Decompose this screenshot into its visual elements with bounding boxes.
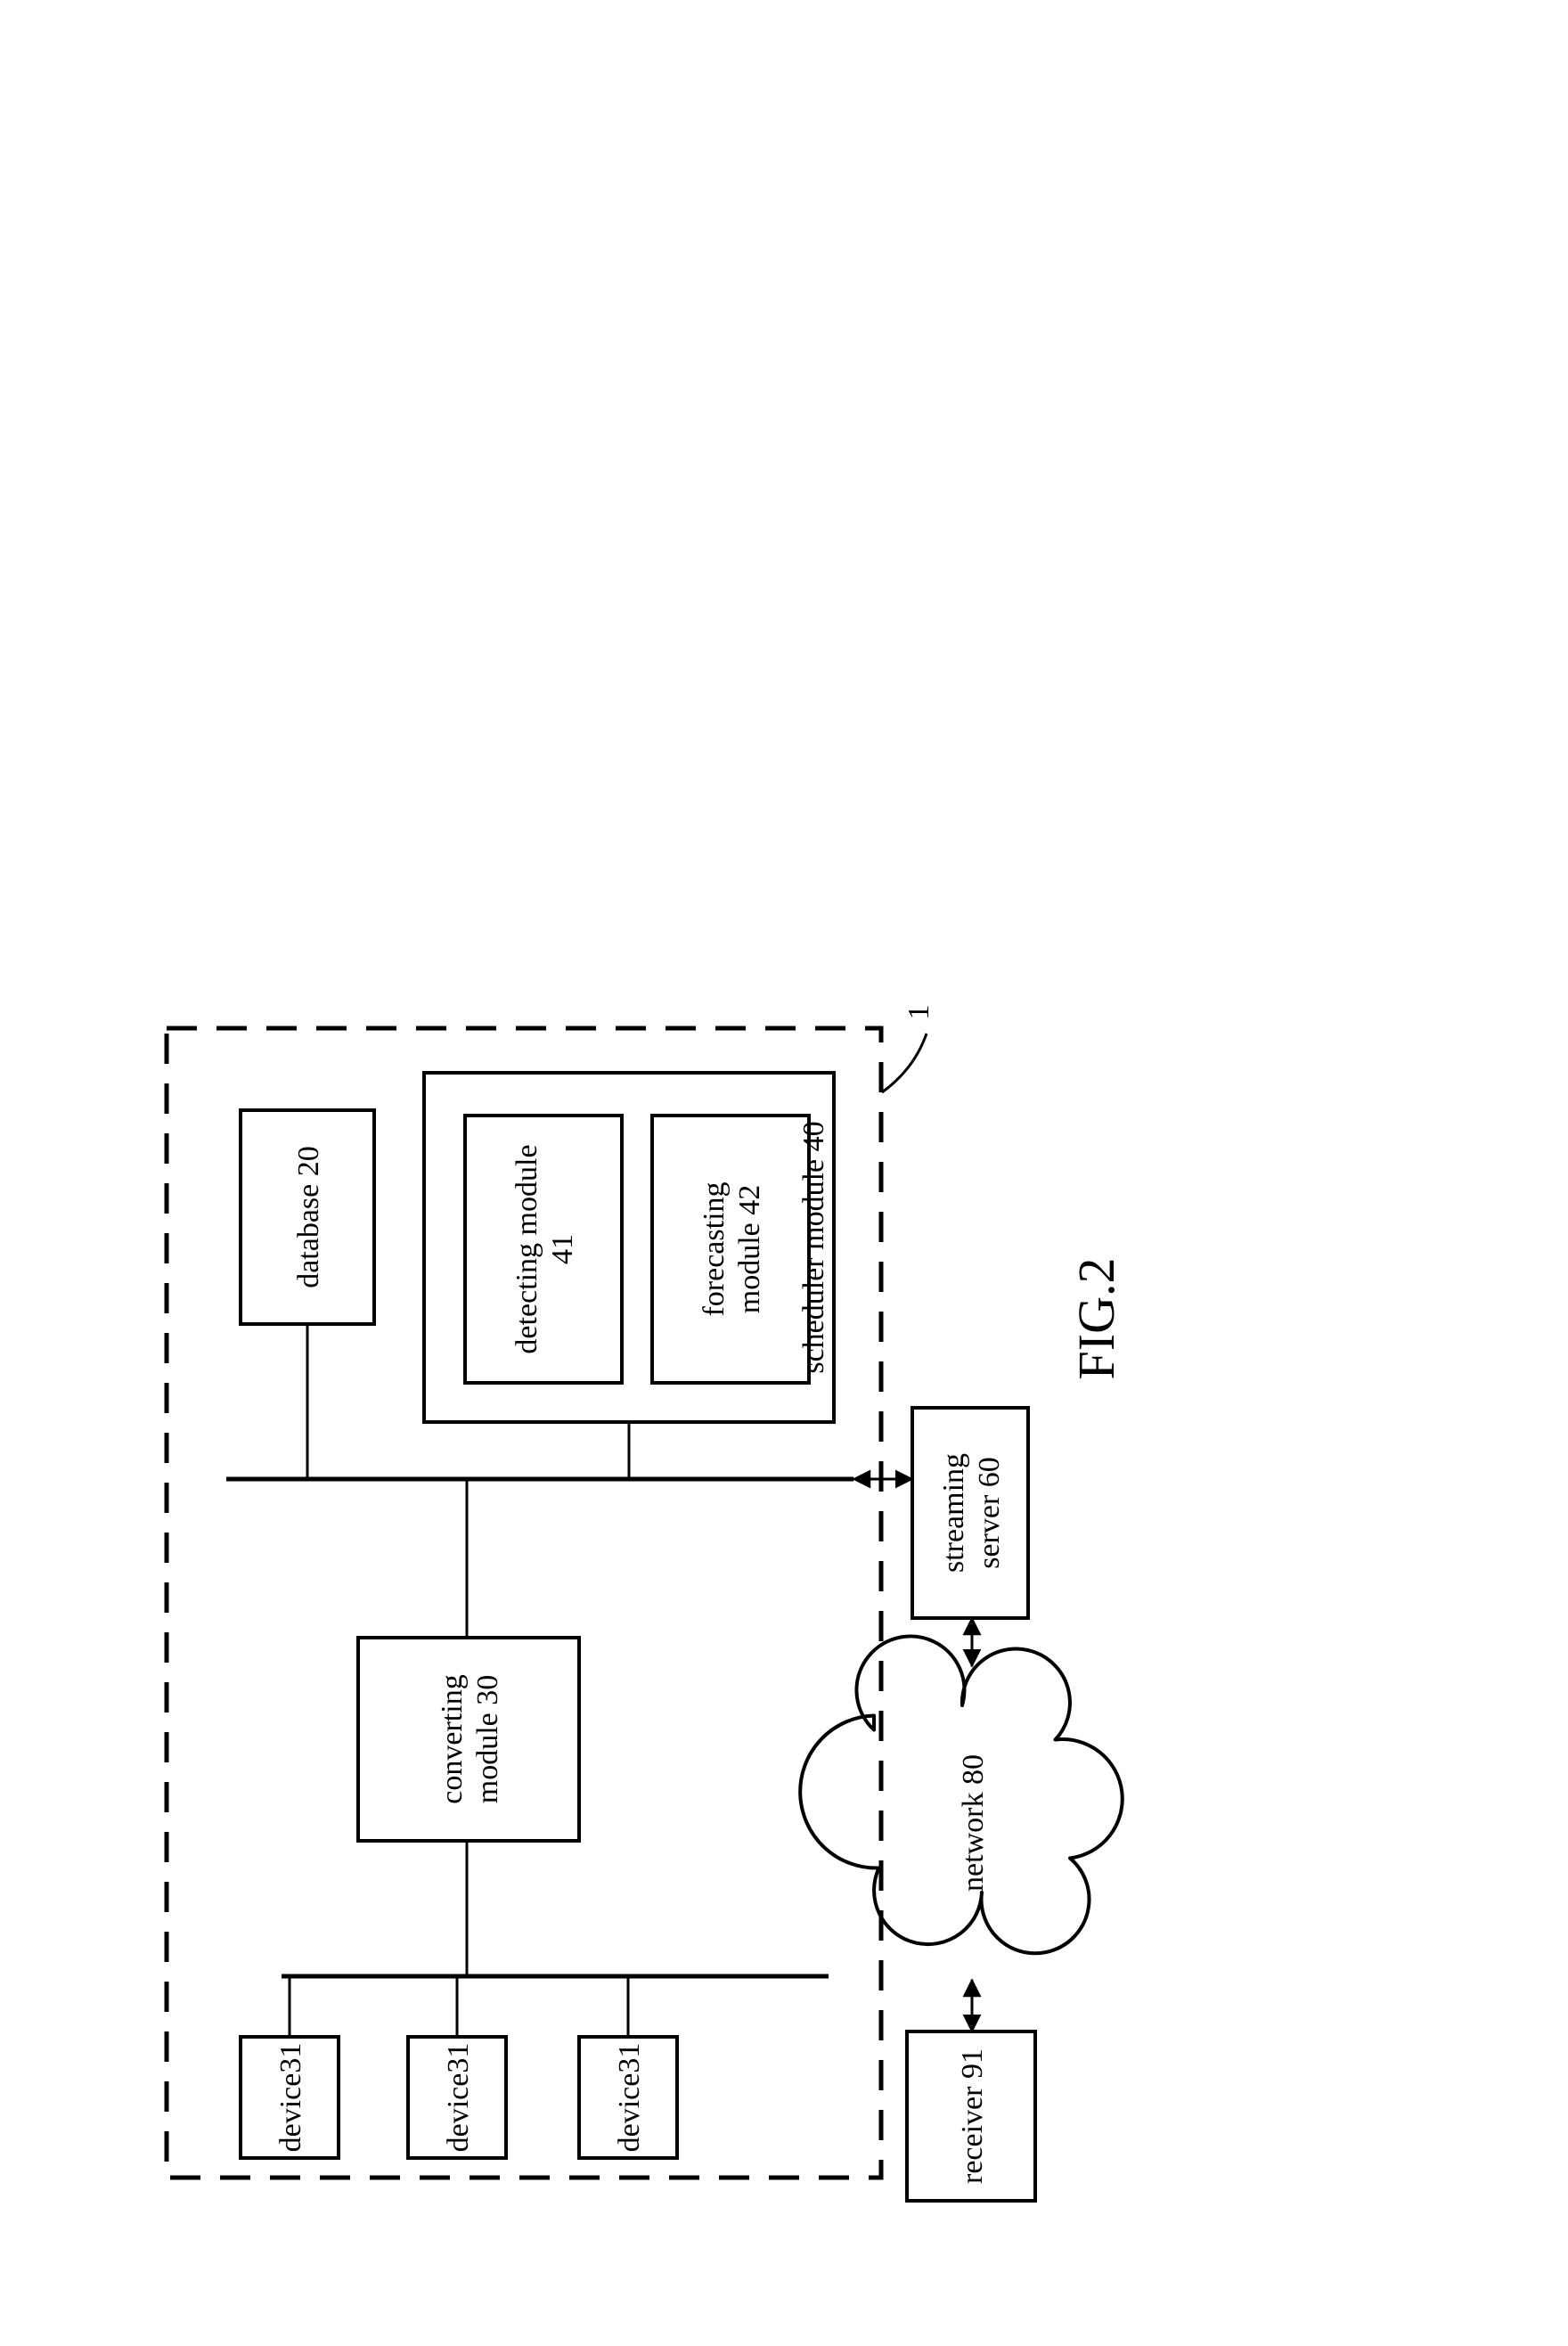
detecting-module-label: detecting module41 [510, 1144, 579, 1353]
network-label: network 80 [957, 1754, 990, 1892]
database-label: database 20 [292, 1146, 325, 1288]
streaming-server-box [912, 1408, 1028, 1618]
converting-module-label: convertingmodule 30 [436, 1674, 504, 1803]
system-label: 1 [902, 1005, 935, 1020]
system-label-leader [882, 1034, 927, 1092]
device-c-label: device31 [613, 2043, 646, 2153]
device-b-label: device31 [442, 2043, 475, 2153]
scheduler-module-box [424, 1073, 834, 1422]
receiver-label: receiver 91 [956, 2048, 989, 2184]
streaming-server-label: streamingserver 60 [937, 1453, 1006, 1573]
scheduler-module-label: scheduler module 40 [797, 1121, 830, 1373]
forecasting-module-box [652, 1116, 809, 1383]
device-a-label: device31 [274, 2043, 307, 2153]
forecasting-module-label: forecastingmodule 42 [698, 1181, 766, 1316]
converting-module-box [358, 1638, 579, 1841]
detecting-module-box [465, 1116, 622, 1383]
figure-label: FIG.2 [1067, 1258, 1125, 1380]
